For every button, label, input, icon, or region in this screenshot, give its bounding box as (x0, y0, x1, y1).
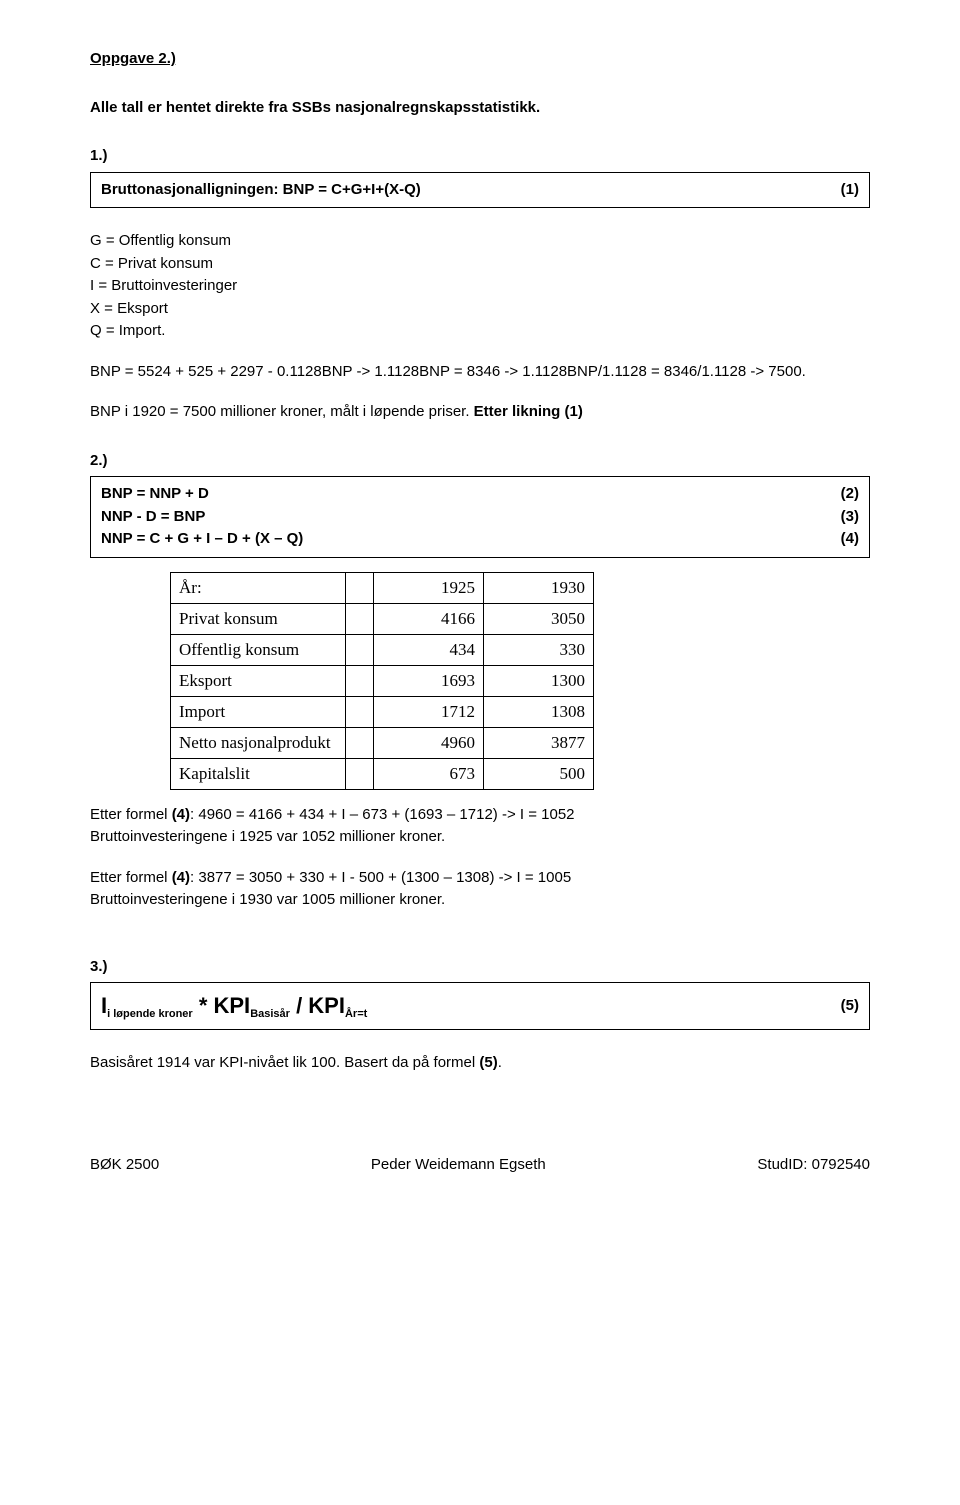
part2-box-row-lhs: NNP = C + G + I – D + (X – Q) (101, 528, 303, 551)
part3-box: Ii løpende kroner * KPIBasisår / KPIÅr=t… (90, 982, 870, 1030)
part3-line-post: . (498, 1054, 502, 1071)
part2-after1: Etter formel (4): 4960 = 4166 + 434 + I … (90, 804, 870, 827)
part2-after2-line2: Bruttoinvesteringene i 1930 var 1005 mil… (90, 889, 870, 912)
table-cell-label: Import (171, 696, 346, 727)
def-line: X = Eksport (90, 298, 870, 321)
table-cell-label: Netto nasjonalprodukt (171, 727, 346, 758)
after2-pre: Etter formel (90, 869, 172, 886)
table-cell-label: Eksport (171, 665, 346, 696)
footer-center: Peder Weidemann Egseth (371, 1154, 546, 1177)
footer-left: BØK 2500 (90, 1154, 159, 1177)
formula-KPI2-sub: År=t (345, 1008, 367, 1020)
table-cell-label: År: (171, 572, 346, 603)
part2-box-row-rhs: (4) (841, 528, 859, 551)
def-line: G = Offentlig konsum (90, 230, 870, 253)
part3-line-pre: Basisåret 1914 var KPI-nivået lik 100. B… (90, 1054, 479, 1071)
table-row: Kapitalslit 673500 (171, 758, 594, 789)
part2-box: BNP = NNP + D (2) NNP - D = BNP (3) NNP … (90, 476, 870, 558)
footer-right: StudID: 0792540 (757, 1154, 870, 1177)
table-cell: 3050 (484, 603, 594, 634)
data-table: År:19251930Privat konsum41663050Offentli… (170, 572, 594, 790)
table-cell: 673 (374, 758, 484, 789)
def-line: I = Bruttoinvesteringer (90, 275, 870, 298)
part2-box-row-lhs: BNP = NNP + D (101, 483, 209, 506)
table-cell: 1930 (484, 572, 594, 603)
part1-result: BNP i 1920 = 7500 millioner kroner, målt… (90, 401, 870, 424)
intro-line: Alle tall er hentet direkte fra SSBs nas… (90, 97, 870, 120)
table-cell (346, 572, 374, 603)
formula-I-sub: i løpende kroner (107, 1008, 193, 1020)
table-cell: 434 (374, 634, 484, 665)
part2-box-row-rhs: (3) (841, 506, 859, 529)
part2-num: 2.) (90, 450, 870, 473)
table-cell: 1300 (484, 665, 594, 696)
table-cell: 1693 (374, 665, 484, 696)
part1-num: 1.) (90, 145, 870, 168)
table-row: Eksport 16931300 (171, 665, 594, 696)
table-cell: 1712 (374, 696, 484, 727)
part2-box-row-rhs: (2) (841, 483, 859, 506)
formula-KPI2: KPI (308, 993, 345, 1018)
after2-post: : 3877 = 3050 + 330 + I - 500 + (1300 – … (190, 869, 571, 886)
part2-after2: Etter formel (4): 3877 = 3050 + 330 + I … (90, 867, 870, 890)
table-cell (346, 603, 374, 634)
after2-bold: (4) (172, 869, 190, 886)
formula-KPI1-sub: Basisår (250, 1008, 290, 1020)
page-footer: BØK 2500 Peder Weidemann Egseth StudID: … (90, 1154, 870, 1177)
table-cell: 4166 (374, 603, 484, 634)
table-cell: 330 (484, 634, 594, 665)
part2-box-row-lhs: NNP - D = BNP (101, 506, 205, 529)
part3-num: 3.) (90, 956, 870, 979)
part1-box-lhs: Bruttonasjonalligningen: BNP = C+G+I+(X-… (101, 179, 421, 202)
part3-line-bold: (5) (479, 1054, 497, 1071)
table-cell-label: Privat konsum (171, 603, 346, 634)
formula5-expr: Ii løpende kroner * KPIBasisår / KPIÅr=t (101, 989, 367, 1023)
table-cell: 4960 (374, 727, 484, 758)
part3-line: Basisåret 1914 var KPI-nivået lik 100. B… (90, 1052, 870, 1075)
table-cell (346, 665, 374, 696)
table-cell (346, 727, 374, 758)
table-row: Privat konsum 41663050 (171, 603, 594, 634)
formula-KPI1: KPI (214, 993, 251, 1018)
table-cell-label: Offentlig konsum (171, 634, 346, 665)
after1-bold: (4) (172, 806, 190, 823)
table-cell: 1925 (374, 572, 484, 603)
after1-pre: Etter formel (90, 806, 172, 823)
table-cell (346, 634, 374, 665)
after1-post: : 4960 = 4166 + 434 + I – 673 + (1693 – … (190, 806, 574, 823)
part1-box-rhs: (1) (841, 179, 859, 202)
part2-after1-line2: Bruttoinvesteringene i 1925 var 1052 mil… (90, 826, 870, 849)
def-line: C = Privat konsum (90, 253, 870, 276)
formula5-rhs: (5) (841, 995, 859, 1018)
table-cell: 3877 (484, 727, 594, 758)
def-line: Q = Import. (90, 320, 870, 343)
table-cell (346, 696, 374, 727)
table-cell: 1308 (484, 696, 594, 727)
part1-box: Bruttonasjonalligningen: BNP = C+G+I+(X-… (90, 172, 870, 209)
table-cell: 500 (484, 758, 594, 789)
table-row: Offentlig konsum 434330 (171, 634, 594, 665)
part1-result-bold: Etter likning (1) (474, 403, 583, 420)
table-row: Import 17121308 (171, 696, 594, 727)
formula-slash: / (290, 993, 308, 1018)
part1-result-pre: BNP i 1920 = 7500 millioner kroner, målt… (90, 403, 474, 420)
task-title: Oppgave 2.) (90, 48, 870, 71)
table-cell-label: Kapitalslit (171, 758, 346, 789)
part1-calc: BNP = 5524 + 525 + 2297 - 0.1128BNP -> 1… (90, 361, 870, 384)
formula-star: * (193, 993, 214, 1018)
table-cell (346, 758, 374, 789)
table-row: Netto nasjonalprodukt 49603877 (171, 727, 594, 758)
table-row: År: 19251930 (171, 572, 594, 603)
